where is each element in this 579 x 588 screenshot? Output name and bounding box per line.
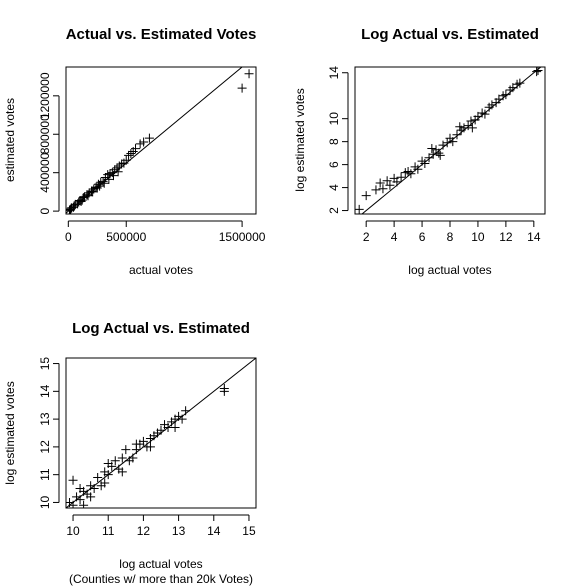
x-tick-label: 4 [391,230,398,244]
x-tick-label: 12 [499,230,513,244]
x-axis-label: log actual votes [119,557,202,571]
y-tick-label: 14 [38,384,52,398]
x-tick-label: 14 [527,230,541,244]
y-tick-label: 10 [327,112,341,126]
y-tick-label: 6 [327,161,341,168]
y-tick-label: 0 [38,207,52,214]
x-axis-label: log actual votes [408,263,491,277]
y-axis-label: estimated votes [3,98,17,182]
y-tick-label: 1200000 [38,72,52,119]
y-tick-label: 10 [38,495,52,509]
y-tick-label: 13 [38,412,52,426]
y-tick-label: 2 [327,207,341,214]
x-tick-label: 13 [172,524,186,538]
y-tick-label: 12 [38,440,52,454]
x-tick-label: 15 [242,524,256,538]
y-tick-label: 8 [327,138,341,145]
chart-title: Log Actual vs. Estimated [72,320,250,337]
y-tick-label: 4 [327,184,341,191]
x-tick-label: 2 [363,230,370,244]
x-tick-label: 14 [207,524,221,538]
y-axis-label: log estimated votes [293,88,307,191]
x-tick-label: 12 [137,524,151,538]
x-tick-label: 6 [419,230,426,244]
x-tick-label: 10 [66,524,80,538]
x-axis-label: actual votes [129,263,193,277]
x-axis-label-secondary: (Counties w/ more than 20k Votes) [69,572,253,586]
x-tick-label: 1500000 [219,230,266,244]
y-tick-label: 11 [38,468,52,481]
y-axis-label: log estimated votes [3,381,17,484]
x-tick-label: 500000 [106,230,146,244]
chart-title: Actual vs. Estimated Votes [66,26,257,43]
x-tick-label: 10 [471,230,485,244]
x-tick-label: 0 [65,230,72,244]
chart-title: Log Actual vs. Estimated [361,26,539,43]
x-tick-label: 11 [102,524,115,538]
y-tick-label: 14 [327,66,341,80]
y-tick-label: 400000 [38,152,52,192]
x-tick-label: 8 [447,230,454,244]
y-tick-label: 15 [38,357,52,371]
